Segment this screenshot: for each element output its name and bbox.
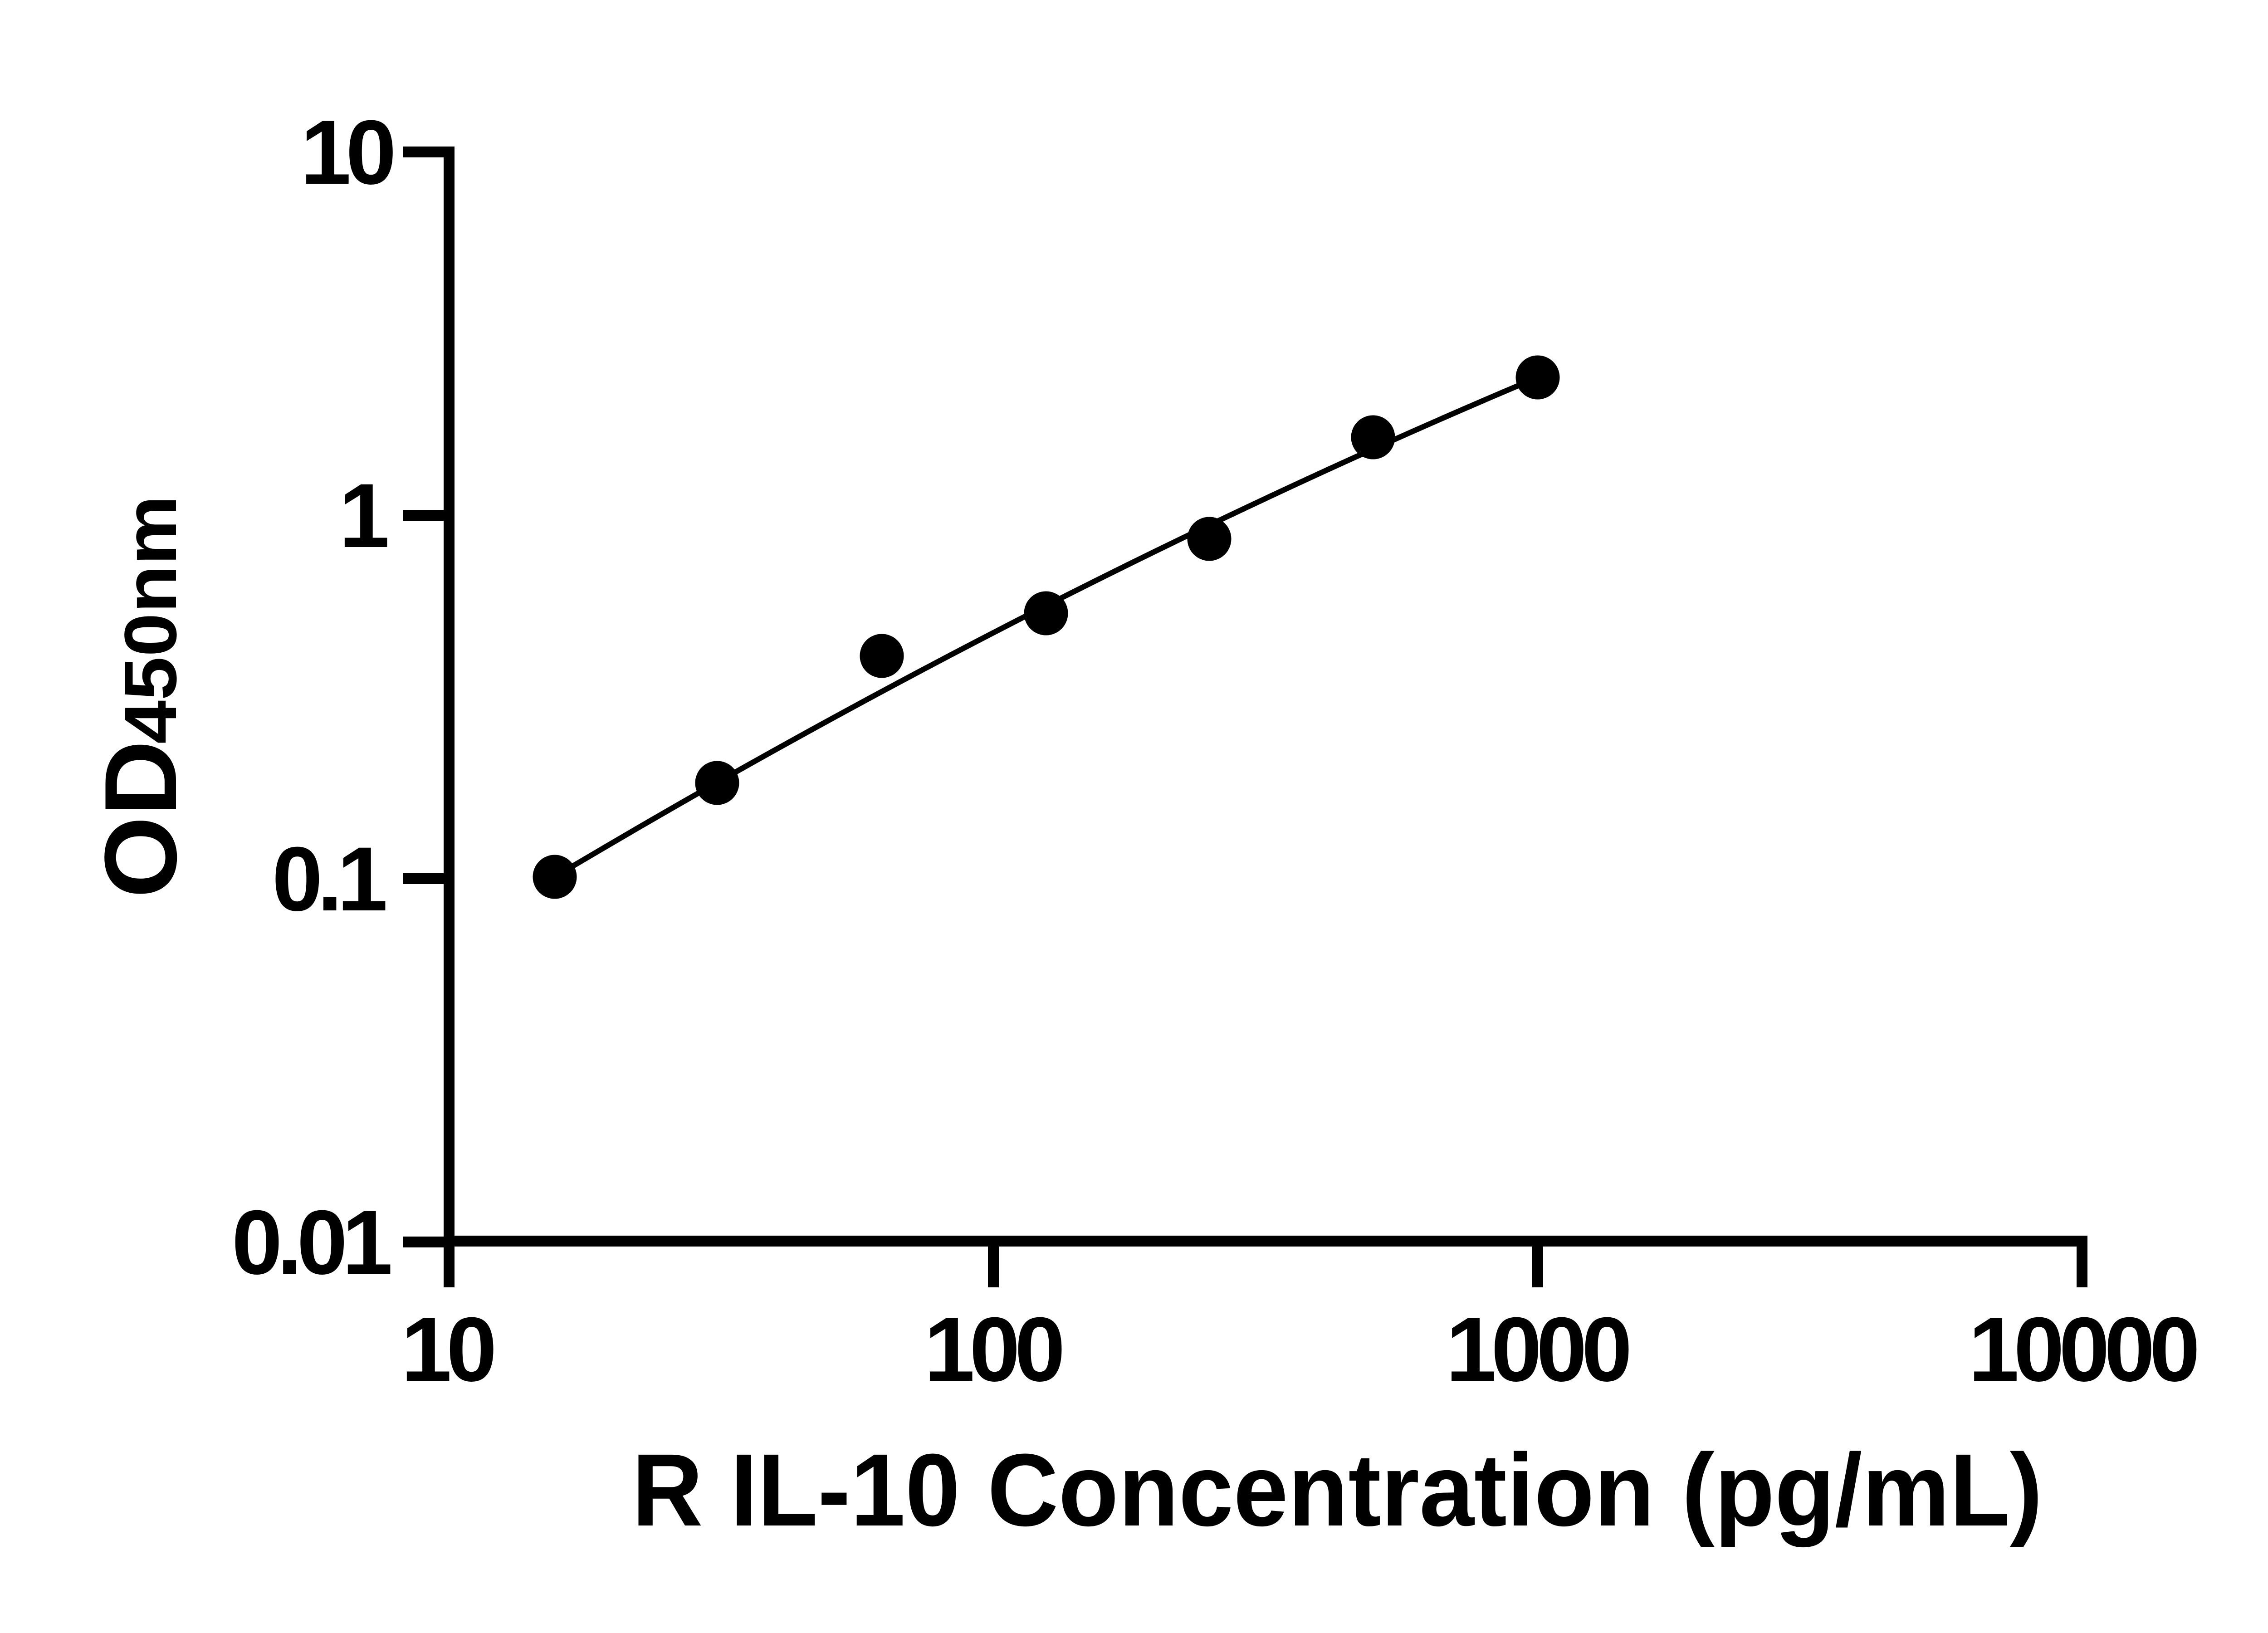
svg-text:10: 10	[300, 101, 393, 203]
svg-text:10: 10	[401, 1298, 494, 1400]
svg-text:R IL-10 Concentration (pg/mL): R IL-10 Concentration (pg/mL)	[632, 1433, 2043, 1548]
svg-text:OD: OD	[83, 740, 198, 898]
svg-text:0.01: 0.01	[232, 1191, 391, 1293]
svg-text:0.1: 0.1	[272, 828, 386, 930]
svg-text:10000: 10000	[1969, 1298, 2197, 1400]
svg-text:100: 100	[924, 1298, 1062, 1400]
svg-text:1: 1	[339, 464, 387, 567]
svg-text:1000: 1000	[1446, 1298, 1628, 1400]
svg-text:450nm: 450nm	[109, 495, 192, 744]
